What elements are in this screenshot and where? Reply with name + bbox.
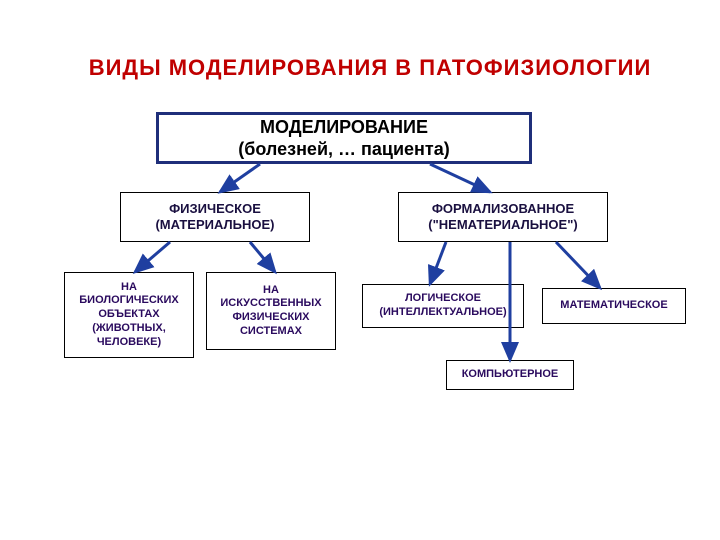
node-artificial-line1: НА (220, 284, 321, 298)
diagram-title: ВИДЫ МОДЕЛИРОВАНИЯ В ПАТОФИЗИОЛОГИИ (60, 55, 680, 81)
node-root: МОДЕЛИРОВАНИЕ (болезней, … пациента) (156, 112, 532, 164)
node-formalized-line1: ФОРМАЛИЗОВАННОЕ (428, 201, 577, 217)
node-bio-line5: ЧЕЛОВЕКЕ) (79, 336, 178, 350)
arrow (430, 242, 446, 284)
arrow (250, 242, 275, 272)
arrows-layer (0, 0, 720, 540)
node-computer: КОМПЬЮТЕРНОЕ (446, 360, 574, 390)
arrow (430, 164, 490, 192)
node-bio: НА БИОЛОГИЧЕСКИХ ОБЪЕКТАХ (ЖИВОТНЫХ, ЧЕЛ… (64, 272, 194, 358)
node-root-line1: МОДЕЛИРОВАНИЕ (238, 116, 449, 139)
arrow (220, 164, 260, 192)
arrow (556, 242, 600, 288)
node-bio-line1: НА (79, 281, 178, 295)
node-artificial-line2: ИСКУССТВЕННЫХ (220, 297, 321, 311)
arrow (135, 242, 170, 272)
node-formalized-line2: ("НЕМАТЕРИАЛЬНОЕ") (428, 217, 577, 233)
node-computer-line1: КОМПЬЮТЕРНОЕ (462, 368, 559, 382)
node-bio-line2: БИОЛОГИЧЕСКИХ (79, 294, 178, 308)
node-math-line1: МАТЕМАТИЧЕСКОЕ (560, 299, 667, 313)
node-artificial-line3: ФИЗИЧЕСКИХ (220, 311, 321, 325)
node-bio-line3: ОБЪЕКТАХ (79, 308, 178, 322)
node-bio-line4: (ЖИВОТНЫХ, (79, 322, 178, 336)
node-physical-line2: (МАТЕРИАЛЬНОЕ) (155, 217, 274, 233)
node-physical-line1: ФИЗИЧЕСКОЕ (155, 201, 274, 217)
node-artificial: НА ИСКУССТВЕННЫХ ФИЗИЧЕСКИХ СИСТЕМАХ (206, 272, 336, 350)
node-formalized: ФОРМАЛИЗОВАННОЕ ("НЕМАТЕРИАЛЬНОЕ") (398, 192, 608, 242)
node-logical-line1: ЛОГИЧЕСКОЕ (379, 292, 506, 306)
node-artificial-line4: СИСТЕМАХ (220, 325, 321, 339)
node-physical: ФИЗИЧЕСКОЕ (МАТЕРИАЛЬНОЕ) (120, 192, 310, 242)
node-math: МАТЕМАТИЧЕСКОЕ (542, 288, 686, 324)
node-logical-line2: (ИНТЕЛЛЕКТУАЛЬНОЕ) (379, 306, 506, 320)
node-root-line2: (болезней, … пациента) (238, 138, 449, 161)
node-logical: ЛОГИЧЕСКОЕ (ИНТЕЛЛЕКТУАЛЬНОЕ) (362, 284, 524, 328)
